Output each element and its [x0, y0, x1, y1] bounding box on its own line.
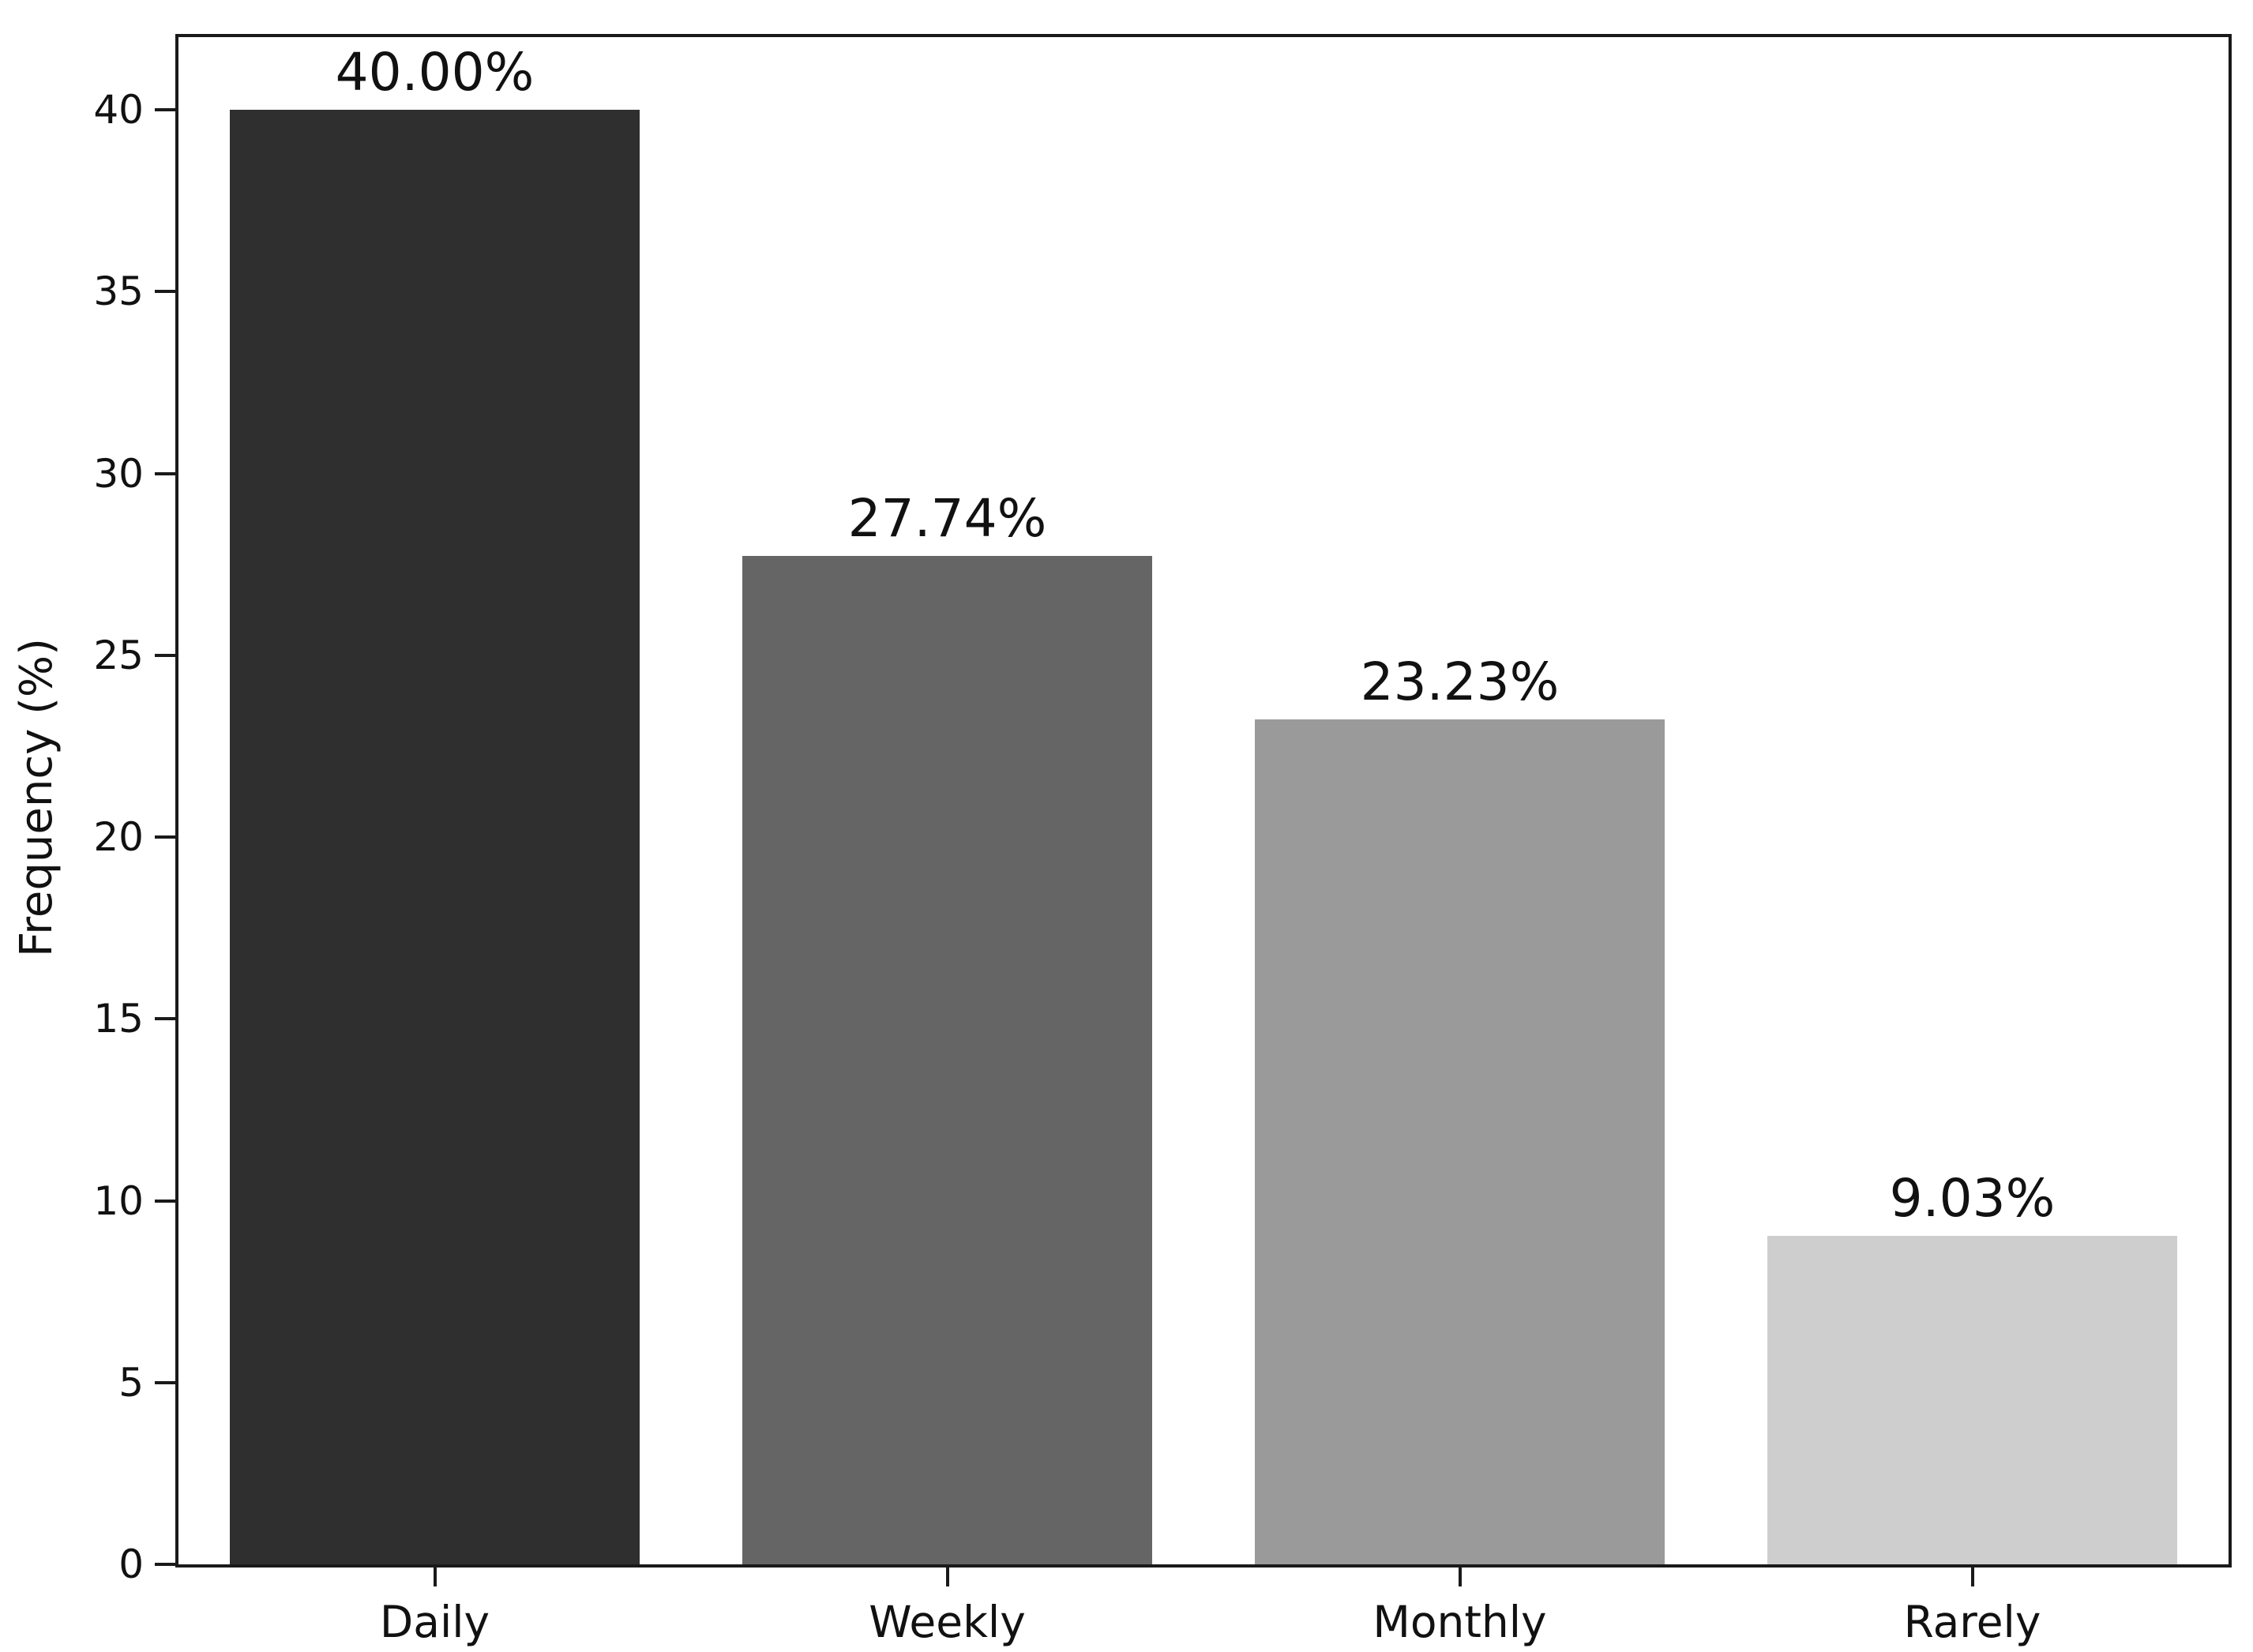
bar-value-label: 27.74%	[847, 487, 1047, 549]
x-tick-label-monthly: Monthly	[1372, 1597, 1547, 1647]
y-tick-label: 0	[118, 1541, 144, 1587]
y-tick-mark	[155, 290, 175, 294]
bar-rarely	[1767, 1236, 2177, 1564]
x-tick-mark	[433, 1568, 437, 1586]
y-tick-mark	[155, 1199, 175, 1203]
bar-value-label: 9.03%	[1889, 1168, 2056, 1230]
bar-daily	[230, 110, 640, 1564]
y-tick-mark	[155, 1380, 175, 1384]
plot-area: 0 5 10 15 20 25 30 35 40 40.00% Daily 27.74% Weekly 2…	[93, 34, 2232, 1647]
y-axis-label: Frequency (%)	[11, 637, 62, 958]
y-tick-label: 10	[93, 1177, 144, 1224]
y-tick-label: 25	[93, 632, 144, 678]
x-tick-label-rarely: Rarely	[1903, 1597, 2041, 1647]
x-tick-label-weekly: Weekly	[869, 1597, 1026, 1647]
y-tick-label: 15	[93, 996, 144, 1042]
bar-value-label: 23.23%	[1360, 651, 1560, 713]
x-tick-mark	[1458, 1568, 1462, 1586]
y-tick-mark	[155, 1017, 175, 1021]
y-tick-label: 20	[93, 814, 144, 861]
y-tick-label: 40	[93, 87, 144, 133]
x-tick-mark	[945, 1568, 949, 1586]
bar-monthly	[1255, 719, 1665, 1564]
y-tick-label: 30	[93, 450, 144, 497]
x-tick-label-daily: Daily	[379, 1597, 490, 1647]
bar-weekly	[742, 555, 1152, 1564]
y-tick-mark	[155, 653, 175, 657]
y-tick-mark	[155, 1563, 175, 1566]
y-tick-label: 35	[93, 268, 144, 315]
y-tick-mark	[155, 471, 175, 475]
y-tick-mark	[155, 835, 175, 839]
x-tick-mark	[1970, 1568, 1974, 1586]
y-tick-label: 5	[118, 1359, 144, 1406]
y-tick-mark	[155, 108, 175, 112]
bar-value-label: 40.00%	[335, 42, 535, 103]
